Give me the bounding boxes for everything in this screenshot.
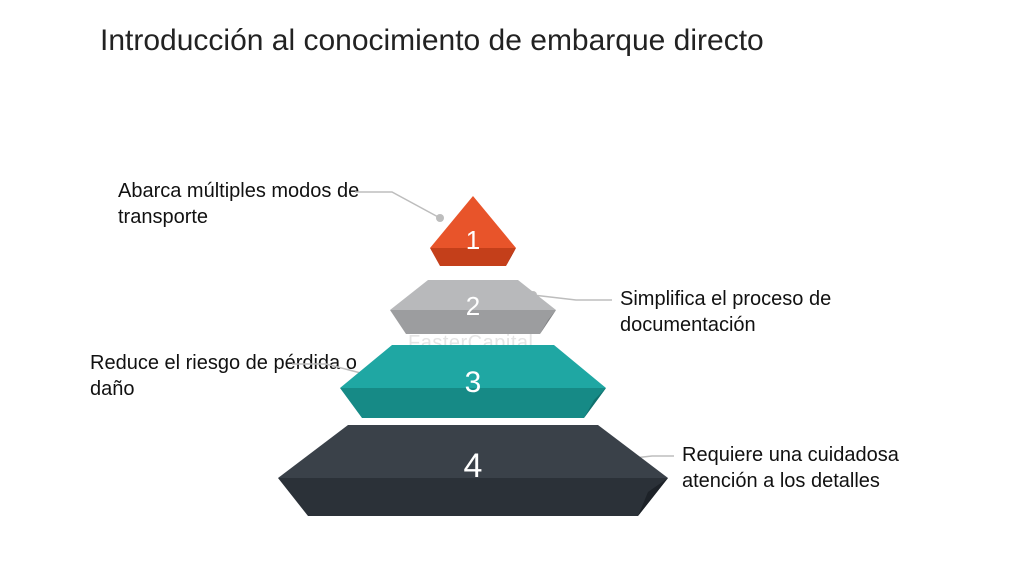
- l2-number: 2: [466, 291, 480, 321]
- pyramid-diagram: 4 3 2 1: [0, 0, 1024, 576]
- pyramid-level-1: 1: [430, 196, 516, 266]
- pyramid-level-2: 2: [390, 280, 556, 334]
- l4-number: 4: [464, 447, 483, 485]
- pyramid-level-3: 3: [340, 345, 606, 418]
- connector-1: [355, 192, 444, 222]
- l1-number: 1: [466, 225, 480, 255]
- l3-number: 3: [465, 366, 482, 399]
- pyramid-level-4: 4: [278, 425, 668, 516]
